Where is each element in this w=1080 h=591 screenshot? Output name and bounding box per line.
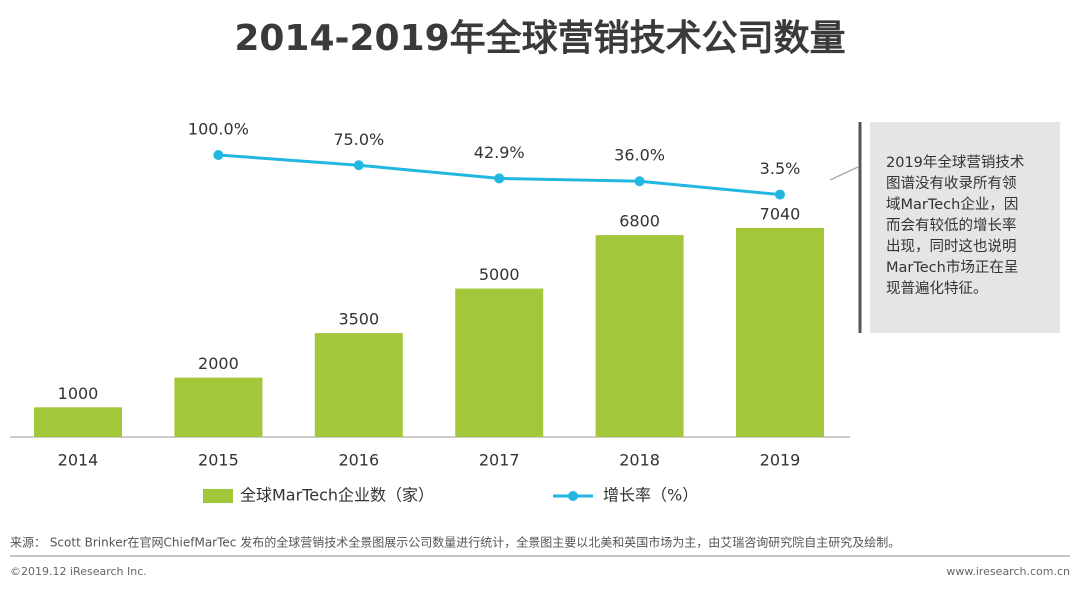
x-tick-label: 2016 [338,451,379,470]
bar-value-label: 6800 [619,212,660,231]
annotation-box [870,122,1060,333]
bar-value-label: 5000 [479,265,520,284]
bar-value-label: 3500 [338,310,379,329]
annotation-connector [829,166,859,181]
growth-point [775,189,785,200]
annotation-line: 出现，同时这也说明 [886,238,1017,255]
bar-value-label: 2000 [198,354,239,373]
bar [174,377,263,437]
growth-point [353,160,364,171]
x-tick-label: 2019 [760,451,801,470]
growth-value-label: 42.9% [474,143,525,162]
annotation-line: 而会有较低的增长率 [886,216,1017,234]
annotation-line: 域MarTech企业，因 [886,195,1018,213]
growth-point [494,173,505,184]
annotation-line: 图谱没有收录所有领 [886,175,1017,192]
bar [34,407,122,437]
legend-label: 增长率（%） [603,486,698,505]
legend-label: 全球MarTech企业数（家） [240,486,434,505]
annotation-line: 2019年全球营销技术 [886,153,1024,171]
growth-value-label: 3.5% [760,159,801,178]
growth-value-label: 100.0% [188,120,249,139]
footer-right: www.iresearch.com.cn [946,565,1070,578]
x-tick-label: 2017 [479,451,520,470]
source-note: 来源： Scott Brinker在官网ChiefMarTec 发布的全球营销技… [10,535,900,550]
x-tick-label: 2015 [198,451,239,470]
growth-value-label: 36.0% [614,146,665,165]
x-tick-label: 2014 [58,451,99,470]
growth-point [634,176,645,187]
bar-value-label: 7040 [760,205,801,224]
bar [595,235,684,437]
annotation-line: 现普遍化特征。 [886,280,988,297]
chart-title: 2014-2019年全球营销技术公司数量 [234,17,845,59]
legend-dot [568,491,578,501]
footer-left: ©2019.12 iResearch Inc. [10,565,147,578]
bar [736,228,824,437]
legend-swatch [203,489,233,503]
bar [455,288,544,437]
annotation-line: MarTech市场正在呈 [886,259,1018,276]
x-tick-label: 2018 [619,451,660,470]
bar-value-label: 1000 [58,384,99,403]
bar [314,333,403,437]
growth-value-label: 75.0% [333,130,384,149]
growth-point [213,150,224,160]
